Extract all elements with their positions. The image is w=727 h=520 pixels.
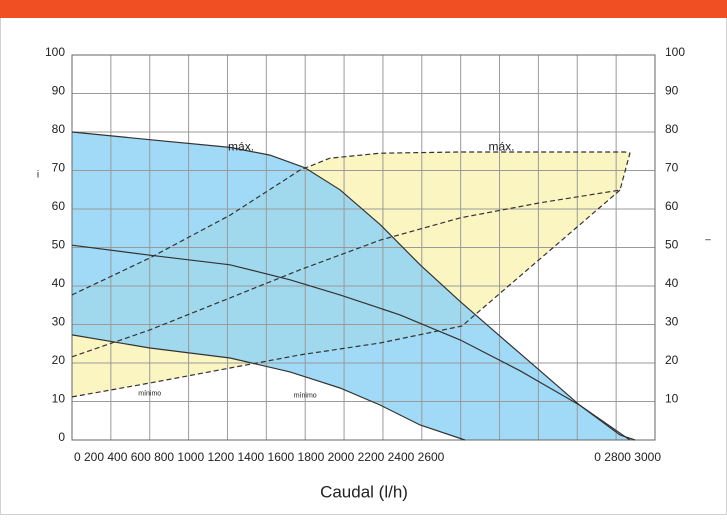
annotation: mínimo [138,391,161,398]
limit-curve [71,189,621,358]
pump-curve [71,244,631,441]
y2-tick-label: 90 [665,84,679,98]
pump-curve [71,131,636,441]
y-tick-label: 20 [52,353,66,367]
y2-tick-label: 30 [665,315,679,329]
y-tick-label: 0 [58,430,65,444]
y-tick-label: 10 [52,392,66,406]
x-axis-label: Caudal (l/h) [320,482,408,501]
y-tick-label: 60 [52,199,66,213]
y2-tick-label: 80 [665,122,679,136]
annotation: mínimo [294,393,317,400]
y-tick-label: 100 [45,45,65,59]
y-tick-label: 30 [52,315,66,329]
y-tick-label: 70 [52,161,66,175]
x-tick-label: 0 200 400 600 800 1000 1200 1400 1600 18… [74,450,445,464]
pump-curve [71,334,466,441]
annotation: máx. [488,140,514,154]
y-tick-label: 40 [52,276,66,290]
y2-tick-label: 70 [665,161,679,175]
x-tick-label: 0 2800 3000 [594,450,661,464]
y-tick-label: 50 [52,238,66,252]
y2-tick-label: 40 [665,276,679,290]
limit-curve [71,151,631,296]
y-tick-label: 80 [52,122,66,136]
y-tick-label: 90 [52,84,66,98]
y2-axis-label: – [705,235,711,246]
y-axis-label: i [37,170,39,181]
y2-tick-label: 60 [665,199,679,213]
plot-frame [71,54,656,441]
annotation: máx. [228,140,254,154]
y2-tick-label: 10 [665,392,679,406]
header-band [0,0,727,18]
limit-curve [71,325,463,398]
y2-tick-label: 50 [665,238,679,252]
y2-tick-label: 20 [665,353,679,367]
limit-curve [461,189,621,327]
y2-tick-label: 100 [665,45,685,59]
